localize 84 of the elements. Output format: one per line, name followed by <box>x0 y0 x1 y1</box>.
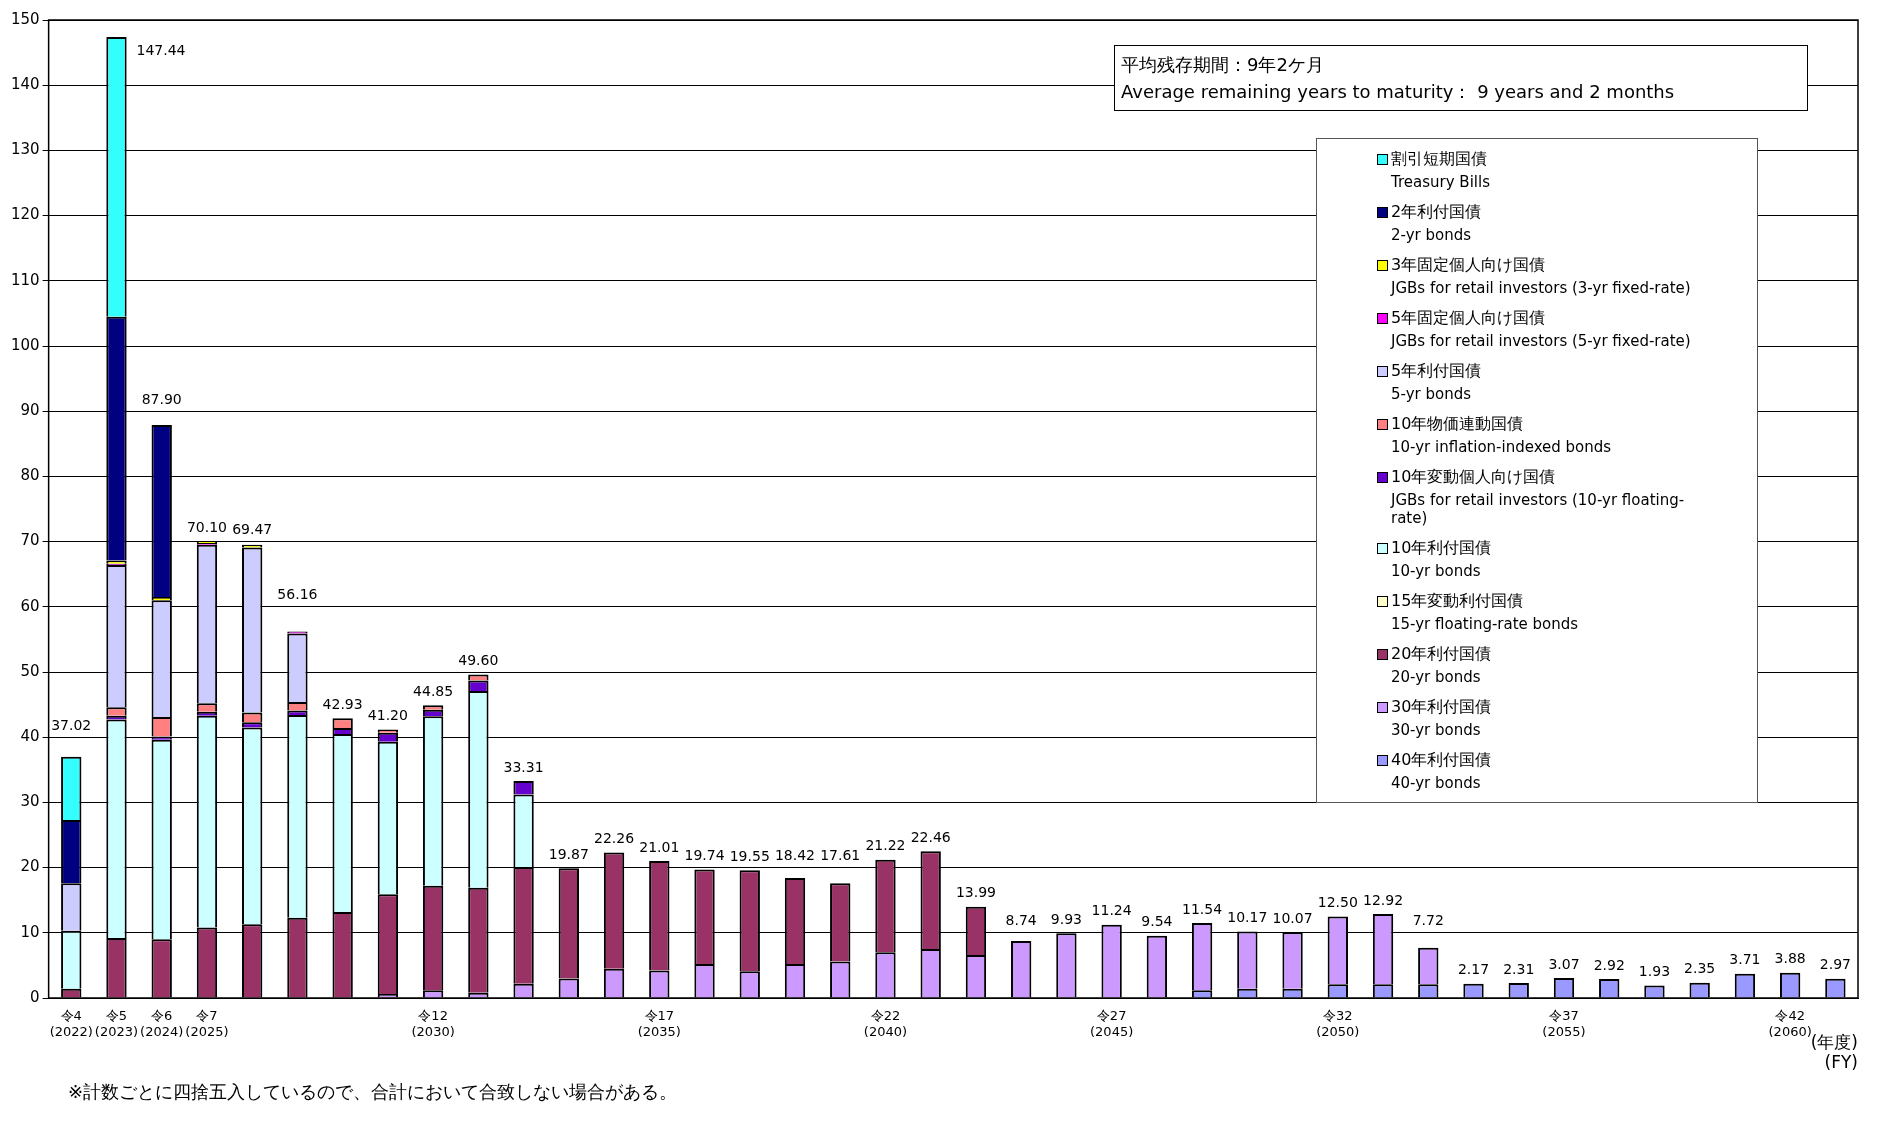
total-label: 9.93 <box>1050 910 1082 927</box>
y-tick-label: 40 <box>20 727 40 746</box>
total-label: 19.87 <box>548 845 589 862</box>
total-label: 12.92 <box>1362 891 1404 908</box>
total-label: 21.01 <box>639 838 680 855</box>
text-box: 平均残存期間：9年2ケ月 Average remaining years to maturity： 9 years and 2 months <box>1114 45 1808 111</box>
y-tick-label: 70 <box>20 531 40 550</box>
total-label: 2.92 <box>1593 956 1625 973</box>
x-tick-label: 令22 (2040) <box>863 1008 908 1039</box>
total-label: 147.44 <box>136 41 186 58</box>
x-tick-label: 令7 (2025) <box>185 1008 229 1039</box>
total-label: 19.74 <box>684 847 725 864</box>
y-tick-label: 0 <box>30 987 40 1006</box>
total-label: 10.17 <box>1227 909 1268 926</box>
total-label: 1.93 <box>1638 963 1671 980</box>
total-label: 2.35 <box>1684 960 1716 977</box>
legend-label: 30年利付国債 30-yr bonds <box>1390 697 1493 739</box>
total-label: 70.10 <box>186 518 227 535</box>
y-tick-label: 140 <box>10 75 40 94</box>
x-tick-label: 令42 (2060) <box>1768 1008 1812 1039</box>
total-label: 11.54 <box>1182 900 1223 917</box>
total-label: 8.74 <box>1005 912 1037 929</box>
y-tick-label: 50 <box>20 661 40 680</box>
total-label: 42.93 <box>322 695 363 712</box>
legend-label: 10年変動個人向け国債 JGBs for retail investors (10-yr floating-rate) <box>1389 467 1686 527</box>
x-tick-label: 令5 (2023) <box>94 1008 139 1039</box>
total-label: 19.55 <box>729 847 770 864</box>
legend-label: 2年利付国債 2-yr bonds <box>1390 202 1483 244</box>
total-label: 3.07 <box>1548 955 1580 972</box>
y-tick-label: 80 <box>20 466 40 485</box>
y-tick-label: 20 <box>20 857 40 876</box>
annotation: Average remaining years to maturity： 9 years and 2 months <box>1121 80 1676 104</box>
legend-label: 10年物価連動国債 10-yr inflation-indexed bonds <box>1390 414 1613 456</box>
total-label: 18.42 <box>774 847 816 864</box>
total-label: 12.50 <box>1317 894 1358 911</box>
total-label: 44.85 <box>413 682 454 699</box>
x-axis-title: (年度) (FY) <box>1810 1031 1858 1073</box>
total-label: 2.17 <box>1457 961 1490 978</box>
y-tick-label: 10 <box>20 922 40 941</box>
total-label: 13.99 <box>955 884 996 901</box>
legend-label: 10年利付国債 10-yr bonds <box>1390 538 1493 580</box>
total-label: 41.20 <box>367 707 408 724</box>
total-label: 22.26 <box>594 830 635 847</box>
text: ※計数ごとに四捨五入しているので、合計において合致しない場合がある。 <box>67 1080 679 1104</box>
legend-label: 40年利付国債 40-yr bonds <box>1390 750 1493 792</box>
total-label: 56.16 <box>277 586 318 603</box>
total-label: 17.61 <box>820 847 861 864</box>
y-tick-label: 100 <box>10 335 40 354</box>
total-label: 9.54 <box>1141 913 1173 930</box>
total-label: 2.31 <box>1503 960 1535 977</box>
x-tick-label: 令6 (2024) <box>140 1008 184 1039</box>
annotation: 平均残存期間：9年2ケ月 <box>1121 53 1325 77</box>
y-tick-label: 90 <box>20 401 40 420</box>
total-label: 3.88 <box>1774 950 1806 967</box>
total-label: 22.46 <box>910 828 951 845</box>
total-label: 3.71 <box>1729 951 1761 968</box>
legend-label: 5年固定個人向け国債 JGBs for retail investors (5-yr fixed-rate) <box>1389 308 1692 350</box>
total-label: 69.47 <box>232 521 273 538</box>
total-label: 2.97 <box>1819 956 1851 973</box>
y-tick-label: 110 <box>10 270 40 289</box>
x-tick-label: 令27 (2045) <box>1090 1008 1134 1039</box>
y-tick-label: 120 <box>10 205 40 224</box>
total-label: 10.07 <box>1272 909 1313 926</box>
y-tick-label: 150 <box>10 9 40 28</box>
x-tick-label: 令12 (2030) <box>411 1008 455 1039</box>
legend-label: 割引短期国債 Treasury Bills <box>1390 149 1491 191</box>
x-tick-label: 令32 (2050) <box>1316 1008 1360 1039</box>
total-label: 87.90 <box>141 390 182 407</box>
legend-label: 3年固定個人向け国債 JGBs for retail investors (3-yr fixed-rate) <box>1389 255 1692 297</box>
y-tick-label: 30 <box>20 792 40 811</box>
legend-label: 15年変動利付国債 15-yr floating-rate bonds <box>1390 591 1580 633</box>
y-tick-label: 60 <box>20 596 40 615</box>
x-tick-label: 令4 (2022) <box>49 1008 93 1039</box>
total-label: 7.72 <box>1412 912 1444 929</box>
total-label: 21.22 <box>865 837 906 854</box>
total-label: 37.02 <box>51 716 92 733</box>
total-label: 49.60 <box>458 652 499 669</box>
x-tick-label: 令37 (2055) <box>1542 1008 1586 1039</box>
y-tick-label: 130 <box>10 140 40 159</box>
total-label: 11.24 <box>1091 902 1132 919</box>
x-tick-label: 令17 (2035) <box>637 1008 681 1039</box>
total-label: 33.31 <box>503 758 544 775</box>
legend-label: 20年利付国債 20-yr bonds <box>1390 644 1493 686</box>
legend-label: 5年利付国債 5-yr bonds <box>1390 361 1483 403</box>
